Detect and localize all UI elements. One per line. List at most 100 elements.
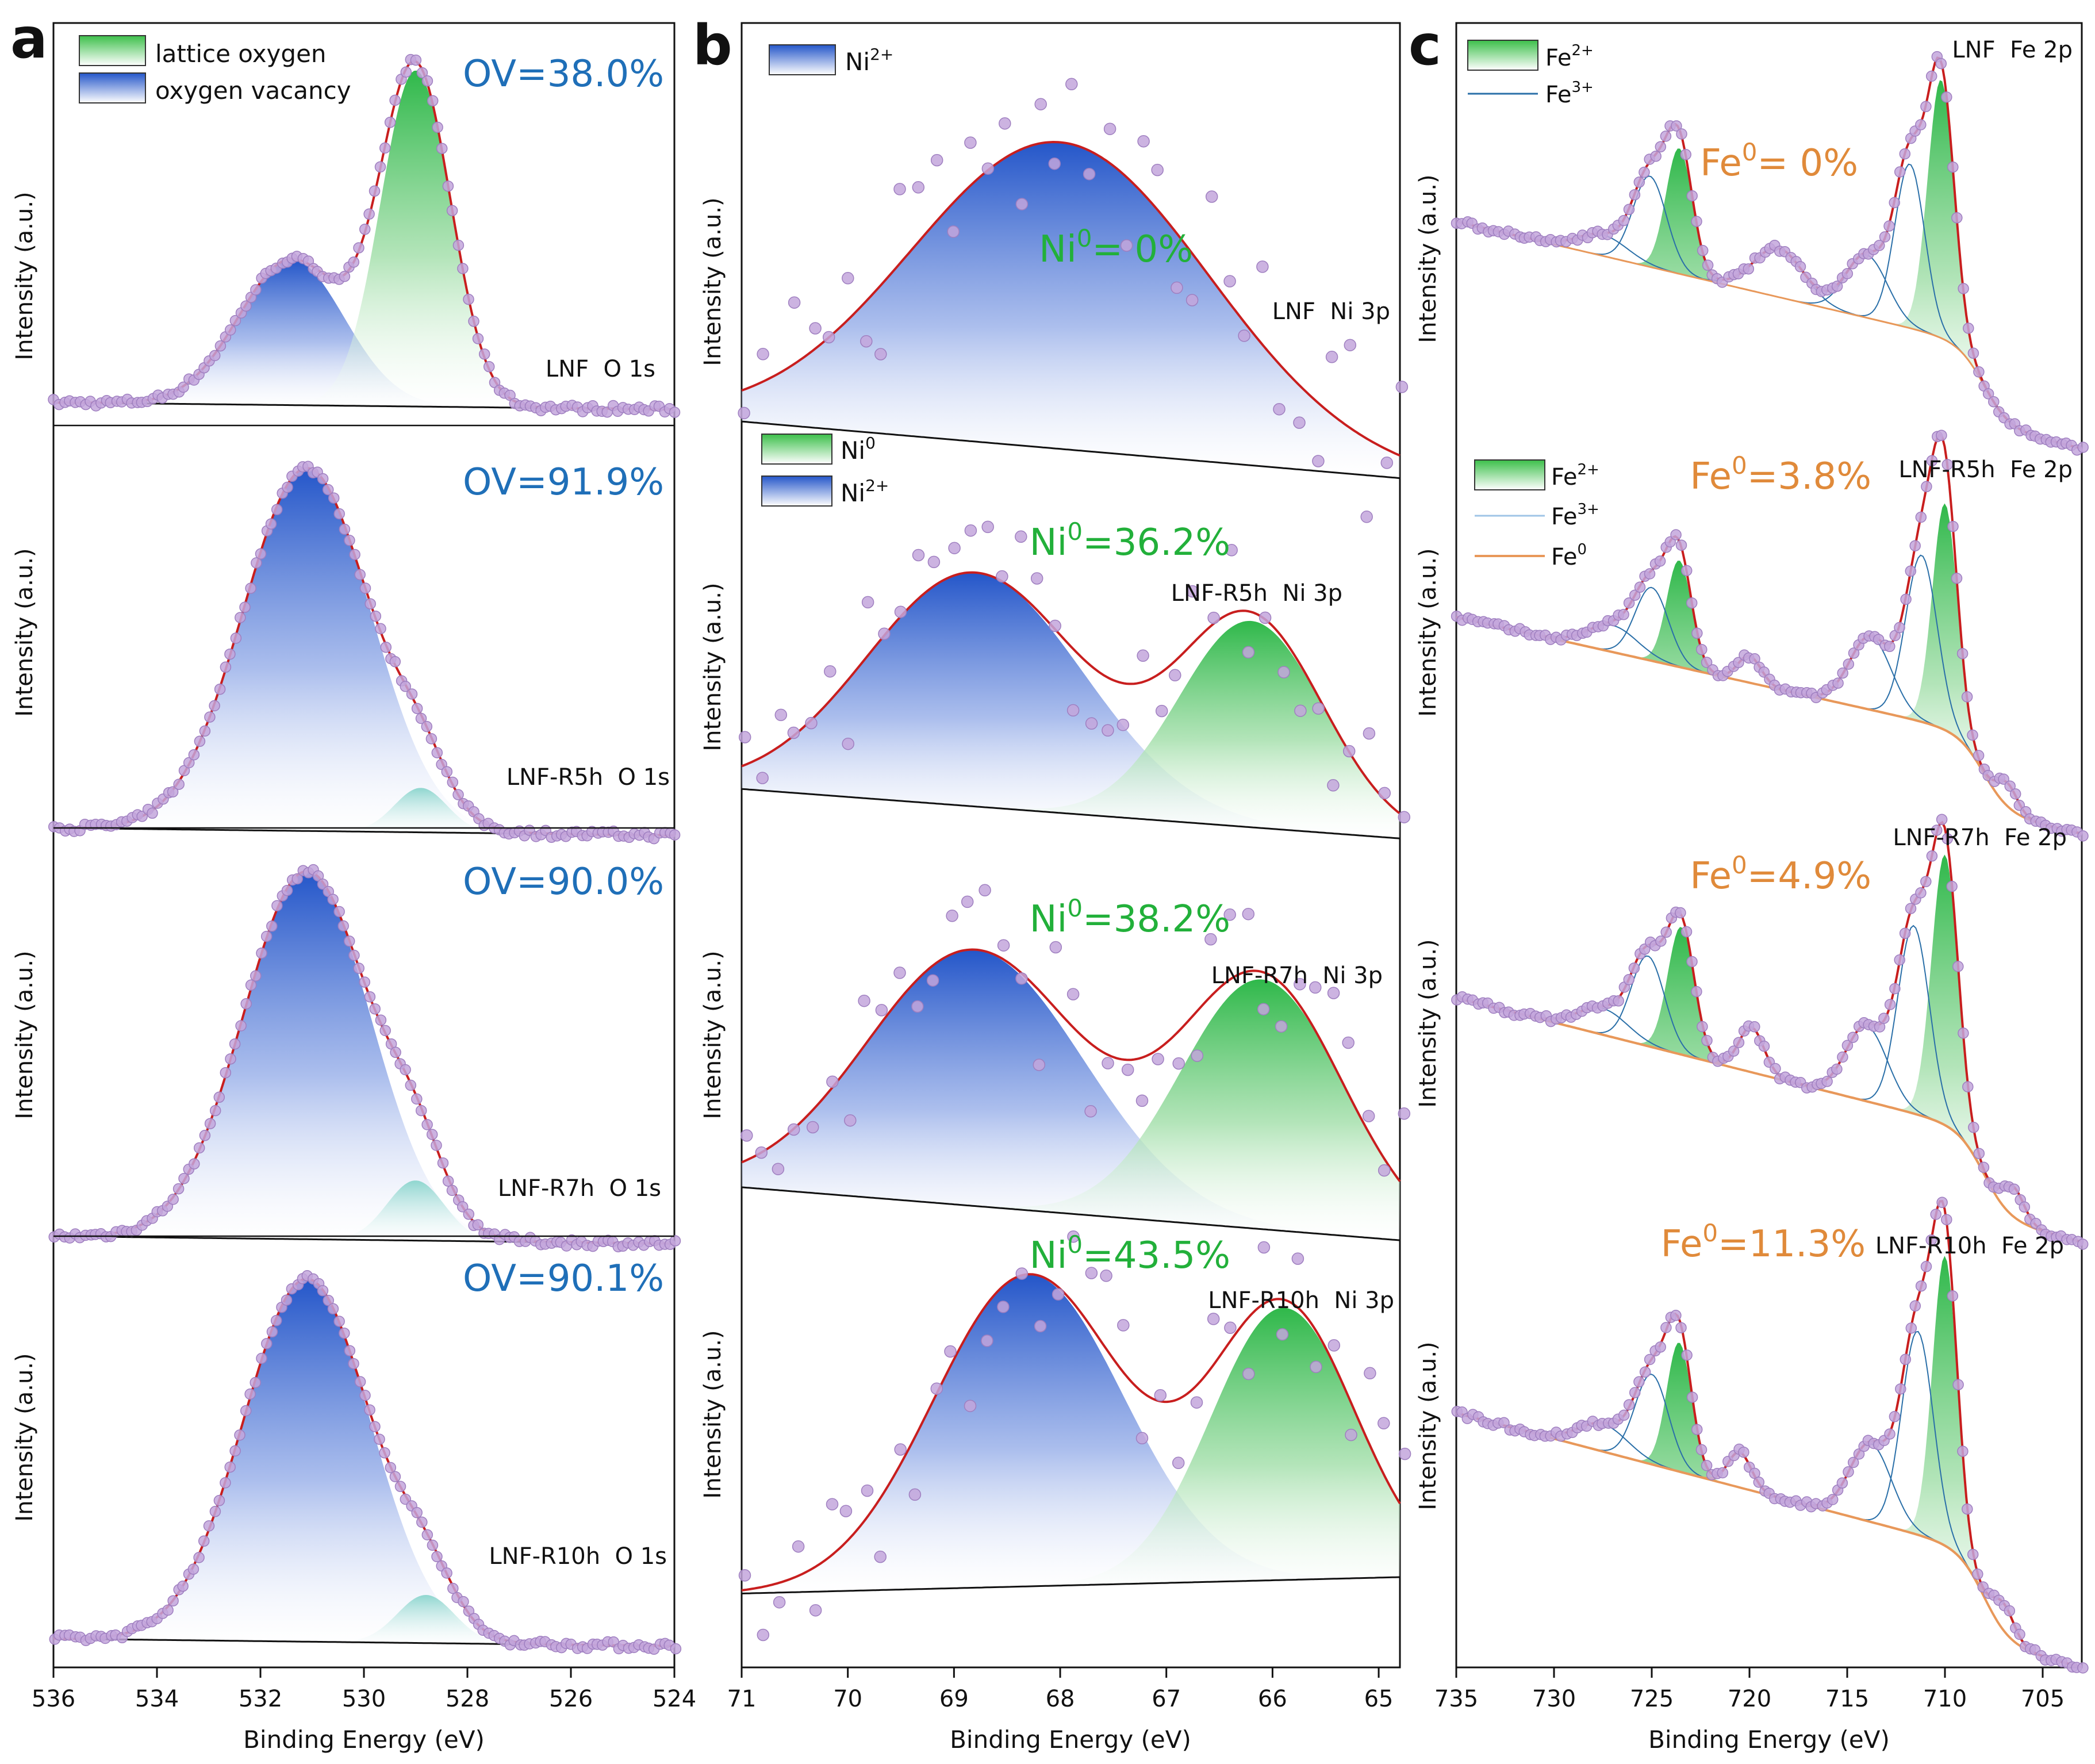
data-point: [1675, 1322, 1687, 1333]
data-point: [669, 829, 681, 841]
data-point: [374, 1433, 385, 1445]
data-point: [1670, 529, 1682, 540]
data-point: [354, 1376, 366, 1387]
data-point: [1639, 1366, 1651, 1378]
data-point: [1899, 927, 1911, 939]
x-tick-label: 70: [833, 1686, 862, 1712]
data-point: [861, 596, 874, 609]
y-axis-label: Intensity (a.u.): [1415, 939, 1441, 1107]
data-point: [406, 688, 418, 700]
y-axis-label: Intensity (a.u.): [1415, 1341, 1441, 1510]
x-tick-label: 710: [1923, 1686, 1967, 1712]
data-point: [2077, 1662, 2089, 1674]
subplot-c-2: Intensity (a.u.)Fe0=3.8% LNF-R5h Fe 2p: [1415, 430, 2089, 842]
panel-a-xlabel: Binding Energy (eV): [243, 1725, 485, 1754]
data-point: [772, 1163, 785, 1175]
data-point: [1843, 1466, 1854, 1478]
data-point: [1257, 1241, 1271, 1254]
data-point: [1951, 212, 1963, 224]
data-point: [1015, 198, 1029, 210]
data-point: [1291, 1252, 1304, 1265]
data-point: [1152, 1053, 1164, 1065]
data-point: [1884, 641, 1896, 653]
component-peak-fe0: [1456, 996, 2082, 1243]
data-point: [213, 1495, 225, 1506]
data-point: [1821, 1076, 1833, 1087]
data-point: [348, 256, 360, 268]
data-point: [787, 726, 800, 739]
data-point: [981, 162, 995, 175]
legend-swatch-fe2plus-b: [1474, 459, 1545, 490]
data-point: [1701, 657, 1713, 668]
data-point: [1894, 166, 1906, 178]
data-point: [229, 315, 241, 327]
data-point: [1083, 167, 1096, 181]
data-point: [1327, 779, 1340, 792]
data-point: [173, 779, 185, 790]
data-point: [333, 508, 345, 520]
data-point: [425, 733, 438, 745]
annotation-element: Fe: [1700, 142, 1742, 185]
panel-b-xlabel: Binding Energy (eV): [950, 1725, 1191, 1754]
data-point: [1930, 1209, 1941, 1220]
data-point: [1066, 704, 1080, 717]
data-point: [363, 208, 375, 220]
data-point: [446, 1184, 458, 1197]
composition-annotation: OV=91.9%: [463, 461, 664, 504]
composition-annotation: Fe0=11.3%: [1661, 1219, 1866, 1266]
data-point: [468, 316, 479, 327]
data-point: [1701, 1035, 1713, 1046]
data-point: [421, 75, 433, 87]
data-point: [1623, 204, 1635, 216]
composition-annotation: OV=38.0%: [463, 53, 664, 95]
data-point: [239, 601, 251, 613]
data-point: [1655, 141, 1667, 153]
data-point: [964, 1399, 977, 1412]
data-point: [964, 136, 977, 149]
data-point: [240, 998, 252, 1010]
data-point: [353, 242, 364, 254]
data-point: [822, 331, 835, 344]
data-point: [996, 570, 1008, 583]
data-point: [442, 180, 454, 192]
legend-label-fe0-sup: 0: [1577, 541, 1587, 558]
x-tick-label: 735: [1434, 1686, 1478, 1712]
data-point: [1660, 926, 1672, 938]
data-point: [1294, 704, 1307, 717]
data-point: [427, 95, 439, 107]
data-point: [773, 1596, 786, 1609]
subplot-b-1: Intensity (a.u.) Ni0= 0%LNF Ni 3p: [700, 78, 1409, 523]
data-point: [1952, 1379, 1964, 1391]
subplot-b-2: Intensity (a.u.) Ni0=36.2% LNF-R5h Ni 3p: [700, 517, 1411, 839]
data-point: [379, 142, 391, 154]
data-point: [421, 720, 433, 733]
sample-label: LNF Fe 2p: [1952, 37, 2073, 63]
x-tick-label: 524: [653, 1686, 696, 1712]
data-point: [209, 700, 220, 712]
data-point: [1327, 1339, 1341, 1352]
data-point: [1827, 1494, 1839, 1505]
data-point: [379, 1447, 390, 1459]
sample-label: LNF-R10h Fe 2p: [1875, 1233, 2064, 1259]
x-tick-label: 66: [1258, 1686, 1287, 1712]
data-point: [270, 1315, 282, 1326]
data-point: [1342, 1036, 1355, 1049]
data-point: [204, 1118, 216, 1129]
data-point: [1067, 1230, 1080, 1243]
data-point: [1242, 646, 1255, 659]
data-point: [1879, 231, 1891, 243]
data-point: [437, 1157, 449, 1169]
data-point: [1680, 565, 1693, 577]
data-point: [1015, 1267, 1029, 1280]
data-point: [255, 548, 267, 560]
data-point: [209, 1506, 221, 1517]
data-point: [1686, 190, 1698, 202]
data-point: [1309, 981, 1322, 994]
data-point: [809, 1604, 822, 1617]
data-point: [441, 766, 453, 777]
data-point: [979, 884, 991, 897]
data-point: [860, 335, 873, 348]
data-point: [337, 920, 349, 932]
component-peak-fe0: [1456, 616, 2082, 835]
data-point: [472, 1219, 484, 1230]
